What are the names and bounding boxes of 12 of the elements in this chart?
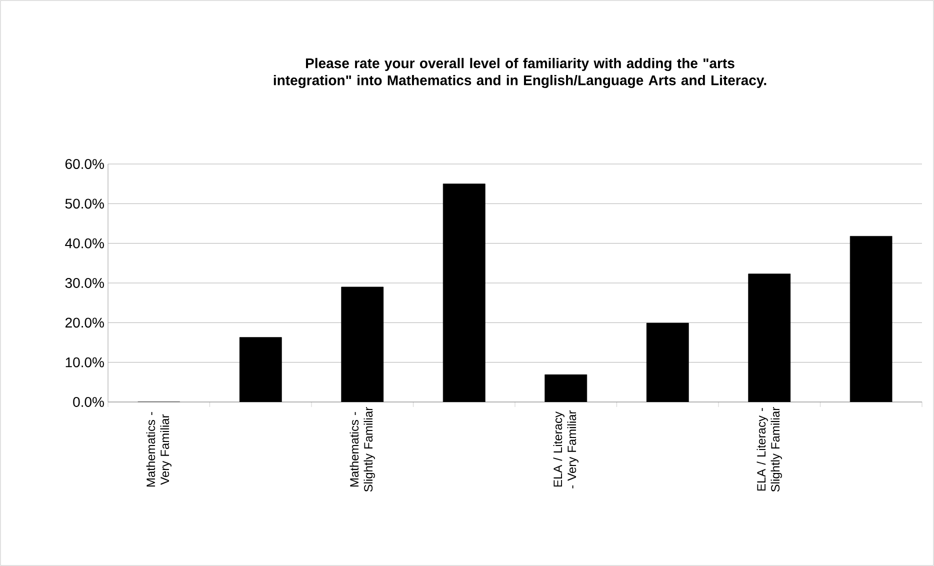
- y-tick-label: 0.0%: [73, 397, 104, 407]
- x-tick-label: Mathematics - Very Familiar: [146, 412, 172, 487]
- x-tick-label: ELA / Literacy - Very Familiar: [553, 410, 578, 488]
- x-tick-label: ELA / Literacy - Slightly Familiar: [756, 407, 782, 492]
- y-tick-label: 10.0%: [66, 357, 104, 368]
- y-tick-label: 30.0%: [65, 278, 104, 288]
- y-tick-label: 50.0%: [65, 198, 104, 209]
- y-tick-label: 20.0%: [65, 318, 104, 328]
- chart-title: Please rate your overall level of familiarity with adding the "arts integration" into Mathematics and in English/Language Arts and Literacy.: [274, 58, 766, 88]
- y-tick-label: 60.0%: [65, 159, 104, 169]
- x-tick-label: Mathematics - Slightly Familiar: [350, 407, 375, 492]
- y-tick-label: 40.0%: [65, 238, 104, 248]
